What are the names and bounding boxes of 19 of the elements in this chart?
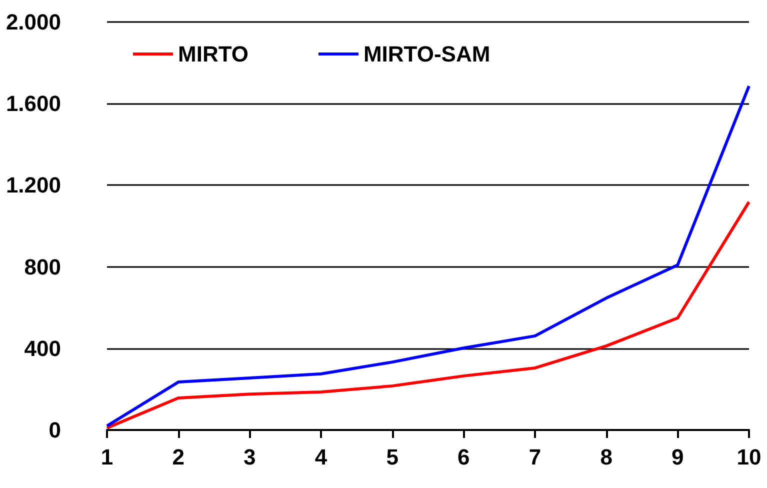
line-series <box>106 84 750 428</box>
x-tick-label: 5 <box>386 444 398 470</box>
x-tick-label: 8 <box>600 444 612 470</box>
x-tick-label: 4 <box>314 444 328 470</box>
y-tick-label: 400 <box>24 336 61 361</box>
y-tick-label: 1.200 <box>6 172 61 198</box>
y-tick-label: 1.600 <box>6 91 61 116</box>
y-tick-label: 0 <box>48 418 61 442</box>
legend-label: MIRTO-SAM <box>363 42 490 66</box>
y-tick-label: 800 <box>24 254 61 280</box>
x-tick-label: 9 <box>672 444 684 470</box>
legend-label: MIRTO <box>178 42 248 66</box>
x-tick-label: 1 <box>100 444 114 470</box>
x-tick-label: 7 <box>528 444 542 470</box>
x-tick-label: 2 <box>172 444 184 470</box>
x-tick-label: 6 <box>458 444 470 470</box>
x-tick-label: 3 <box>244 444 256 470</box>
x-tick-label: 10 <box>736 444 762 470</box>
y-tick-label: 2.000 <box>6 10 61 34</box>
